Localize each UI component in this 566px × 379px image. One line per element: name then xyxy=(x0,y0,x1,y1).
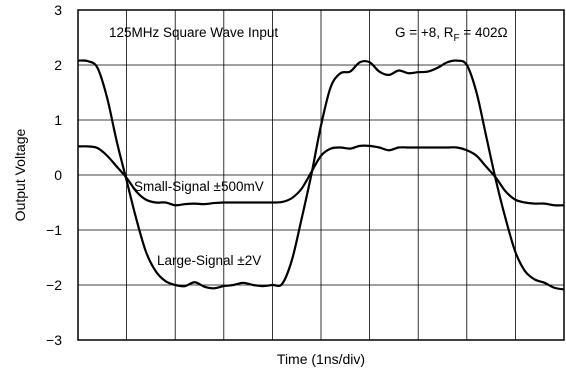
series-lines xyxy=(77,59,565,291)
annotation-input-signal: 125MHz Square Wave Input xyxy=(109,25,278,40)
small-signal-line xyxy=(77,144,565,207)
y-axis-title: Output Voltage xyxy=(12,128,28,221)
annotation-gain-suffix: = 402Ω xyxy=(460,25,508,40)
annotation-large-signal: Large-Signal ±2V xyxy=(157,253,261,268)
y-tick-label: 1 xyxy=(54,112,62,128)
y-tick-label: −3 xyxy=(46,332,62,348)
large-signal-line xyxy=(77,59,565,291)
x-axis-title: Time (1ns/div) xyxy=(277,351,365,367)
annotation-gain-prefix: G = +8, R xyxy=(395,25,454,40)
annotation-gain-subscript: F xyxy=(454,33,460,44)
annotation-small-signal: Small-Signal ±500mV xyxy=(134,179,264,194)
plot-frame xyxy=(77,9,565,341)
y-tick-label: −2 xyxy=(46,277,62,293)
annotation-gain: G = +8, RF = 402Ω xyxy=(395,25,508,44)
y-tick-label: 2 xyxy=(54,57,62,73)
y-tick-label: −1 xyxy=(46,222,62,238)
y-tick-labels: 3 2 1 0 −1 −2 −3 xyxy=(46,2,62,348)
grid xyxy=(78,10,564,340)
y-tick-label: 3 xyxy=(54,2,62,18)
y-tick-label: 0 xyxy=(54,167,62,183)
